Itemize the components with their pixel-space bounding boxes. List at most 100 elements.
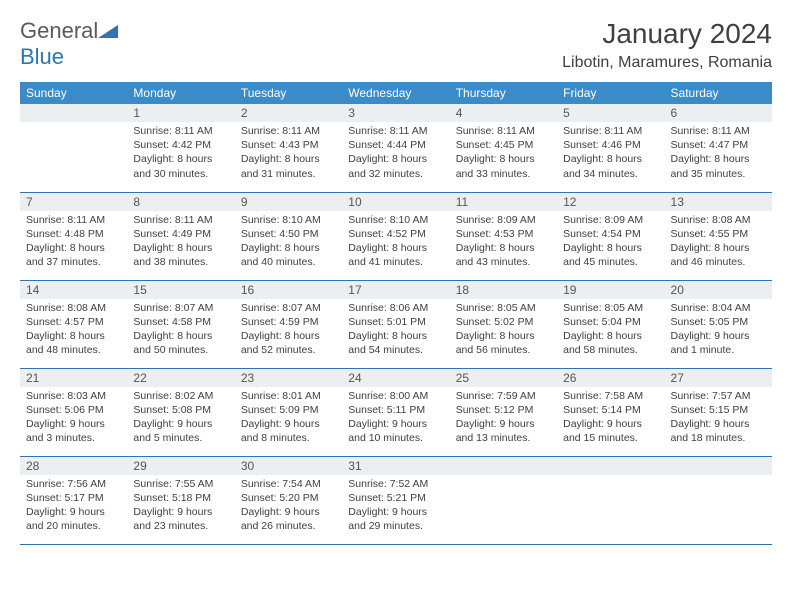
day-details: Sunrise: 8:00 AMSunset: 5:11 PMDaylight:… [342,387,449,450]
day-daylight2: and 31 minutes. [241,167,336,181]
day-number [557,457,664,475]
day-sunset: Sunset: 4:42 PM [133,138,228,152]
day-details: Sunrise: 7:55 AMSunset: 5:18 PMDaylight:… [127,475,234,538]
day-sunset: Sunset: 4:53 PM [456,227,551,241]
day-number: 19 [557,281,664,299]
calendar-day-cell: 17Sunrise: 8:06 AMSunset: 5:01 PMDayligh… [342,280,449,368]
day-number: 17 [342,281,449,299]
calendar-day-cell: 26Sunrise: 7:58 AMSunset: 5:14 PMDayligh… [557,368,664,456]
day-daylight2: and 38 minutes. [133,255,228,269]
day-daylight2: and 23 minutes. [133,519,228,533]
day-number: 26 [557,369,664,387]
day-details: Sunrise: 8:08 AMSunset: 4:55 PMDaylight:… [665,211,772,274]
calendar-day-cell: 1Sunrise: 8:11 AMSunset: 4:42 PMDaylight… [127,104,234,192]
day-sunset: Sunset: 5:08 PM [133,403,228,417]
day-daylight1: Daylight: 8 hours [241,152,336,166]
day-sunrise: Sunrise: 8:02 AM [133,389,228,403]
day-details: Sunrise: 8:10 AMSunset: 4:52 PMDaylight:… [342,211,449,274]
day-sunset: Sunset: 5:18 PM [133,491,228,505]
day-details: Sunrise: 7:59 AMSunset: 5:12 PMDaylight:… [450,387,557,450]
day-sunrise: Sunrise: 8:05 AM [456,301,551,315]
calendar-header-row: Sunday Monday Tuesday Wednesday Thursday… [20,82,772,104]
calendar-day-cell: 3Sunrise: 8:11 AMSunset: 4:44 PMDaylight… [342,104,449,192]
day-sunrise: Sunrise: 8:11 AM [456,124,551,138]
logo-text: General Blue [20,18,118,70]
day-daylight2: and 52 minutes. [241,343,336,357]
calendar-week-row: 7Sunrise: 8:11 AMSunset: 4:48 PMDaylight… [20,192,772,280]
day-sunrise: Sunrise: 8:11 AM [241,124,336,138]
day-number: 27 [665,369,772,387]
day-daylight2: and 50 minutes. [133,343,228,357]
day-daylight2: and 58 minutes. [563,343,658,357]
calendar-day-cell: 6Sunrise: 8:11 AMSunset: 4:47 PMDaylight… [665,104,772,192]
day-daylight1: Daylight: 8 hours [563,152,658,166]
day-daylight1: Daylight: 8 hours [133,241,228,255]
logo-mark-icon [98,22,118,38]
calendar-day-cell [450,456,557,544]
day-daylight1: Daylight: 9 hours [26,417,121,431]
day-sunrise: Sunrise: 7:52 AM [348,477,443,491]
day-daylight2: and 5 minutes. [133,431,228,445]
day-sunrise: Sunrise: 8:03 AM [26,389,121,403]
day-sunset: Sunset: 4:45 PM [456,138,551,152]
logo-word-general: General [20,18,98,43]
day-daylight1: Daylight: 8 hours [456,152,551,166]
day-daylight1: Daylight: 8 hours [26,241,121,255]
day-sunrise: Sunrise: 8:10 AM [348,213,443,227]
day-number: 7 [20,193,127,211]
day-sunset: Sunset: 4:55 PM [671,227,766,241]
calendar-week-row: 28Sunrise: 7:56 AMSunset: 5:17 PMDayligh… [20,456,772,544]
calendar-day-cell: 14Sunrise: 8:08 AMSunset: 4:57 PMDayligh… [20,280,127,368]
day-sunrise: Sunrise: 8:10 AM [241,213,336,227]
calendar-day-cell: 25Sunrise: 7:59 AMSunset: 5:12 PMDayligh… [450,368,557,456]
day-details: Sunrise: 8:11 AMSunset: 4:43 PMDaylight:… [235,122,342,185]
calendar-day-cell [557,456,664,544]
weekday-header: Saturday [665,82,772,104]
day-sunrise: Sunrise: 8:08 AM [671,213,766,227]
day-details: Sunrise: 7:52 AMSunset: 5:21 PMDaylight:… [342,475,449,538]
day-sunrise: Sunrise: 7:59 AM [456,389,551,403]
day-details: Sunrise: 8:09 AMSunset: 4:54 PMDaylight:… [557,211,664,274]
day-daylight1: Daylight: 8 hours [26,329,121,343]
day-sunrise: Sunrise: 8:08 AM [26,301,121,315]
calendar-day-cell: 24Sunrise: 8:00 AMSunset: 5:11 PMDayligh… [342,368,449,456]
day-sunset: Sunset: 4:43 PM [241,138,336,152]
day-number: 1 [127,104,234,122]
day-details: Sunrise: 8:07 AMSunset: 4:59 PMDaylight:… [235,299,342,362]
day-sunrise: Sunrise: 8:09 AM [456,213,551,227]
day-daylight2: and 26 minutes. [241,519,336,533]
calendar-day-cell: 12Sunrise: 8:09 AMSunset: 4:54 PMDayligh… [557,192,664,280]
calendar-week-row: 1 Sunrise: 8:11 AM Sunset: 4:42 PM Daylight… [20,104,772,192]
day-daylight2: and 32 minutes. [348,167,443,181]
day-daylight2: and 33 minutes. [456,167,551,181]
day-daylight2: and 30 minutes. [133,167,228,181]
day-sunrise: Sunrise: 7:58 AM [563,389,658,403]
logo-word-blue: Blue [20,44,64,69]
day-number: 16 [235,281,342,299]
day-daylight2: and 13 minutes. [456,431,551,445]
header: General Blue January 2024 Libotin, Maram… [20,18,772,72]
day-number: 5 [557,104,664,122]
day-daylight1: Daylight: 9 hours [671,417,766,431]
day-number: 22 [127,369,234,387]
calendar-day-cell: 19Sunrise: 8:05 AMSunset: 5:04 PMDayligh… [557,280,664,368]
day-daylight1: Daylight: 8 hours [456,329,551,343]
day-details: Sunrise: 8:09 AMSunset: 4:53 PMDaylight:… [450,211,557,274]
day-daylight1: Daylight: 8 hours [563,329,658,343]
weekday-header: Wednesday [342,82,449,104]
day-daylight1: Daylight: 9 hours [348,505,443,519]
day-details: Sunrise: 8:07 AMSunset: 4:58 PMDaylight:… [127,299,234,362]
calendar-day-cell: 21Sunrise: 8:03 AMSunset: 5:06 PMDayligh… [20,368,127,456]
day-daylight1: Daylight: 9 hours [241,505,336,519]
day-details: Sunrise: 8:02 AMSunset: 5:08 PMDaylight:… [127,387,234,450]
day-details [450,475,557,481]
day-daylight1: Daylight: 8 hours [563,241,658,255]
day-daylight1: Daylight: 8 hours [241,329,336,343]
day-sunrise: Sunrise: 8:07 AM [241,301,336,315]
day-daylight2: and 8 minutes. [241,431,336,445]
day-sunset: Sunset: 4:44 PM [348,138,443,152]
calendar-day-cell: 13Sunrise: 8:08 AMSunset: 4:55 PMDayligh… [665,192,772,280]
calendar-day-cell: 4Sunrise: 8:11 AMSunset: 4:45 PMDaylight… [450,104,557,192]
day-number: 30 [235,457,342,475]
weekday-header: Monday [127,82,234,104]
